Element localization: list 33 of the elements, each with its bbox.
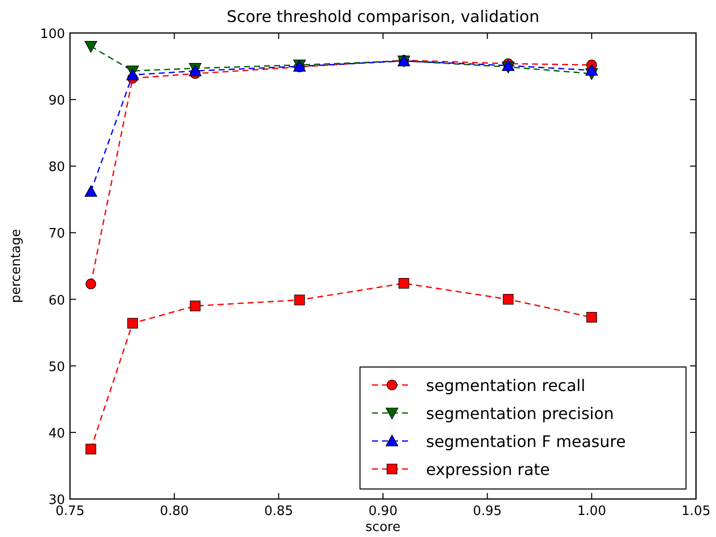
y-tick-label: 90	[48, 94, 65, 109]
x-tick-label: 0.90	[368, 504, 398, 519]
y-tick-label: 100	[40, 27, 65, 42]
x-tick-label: 0.80	[160, 504, 189, 519]
point	[294, 294, 305, 306]
legend-label: segmentation recall	[426, 376, 586, 395]
y-tick-label: 50	[48, 360, 65, 375]
point	[585, 64, 598, 76]
point	[190, 300, 200, 312]
y-tick-label: 60	[48, 293, 65, 308]
point	[398, 278, 410, 289]
legend-label: segmentation F measure	[426, 432, 626, 451]
legend-label: expression rate	[426, 460, 550, 479]
y-tick-label: 40	[48, 426, 65, 442]
point	[126, 68, 139, 80]
x-tick-label: 0.85	[264, 504, 294, 519]
x-tick-label: 1.00	[577, 504, 606, 519]
point	[86, 444, 96, 454]
x-tick-label: 1.05	[682, 504, 710, 519]
point	[86, 278, 96, 290]
point	[586, 312, 597, 323]
point	[127, 318, 138, 329]
point	[84, 185, 98, 197]
legend-label: segmentation precision	[426, 404, 614, 423]
point	[502, 294, 514, 305]
x-axis-title: score	[366, 520, 400, 535]
y-tick-label: 80	[48, 160, 65, 176]
y-tick-label: 70	[48, 226, 65, 242]
y-axis-title: percentage	[9, 228, 24, 304]
point	[84, 41, 98, 53]
chart-title: Score threshold comparison, validation	[226, 7, 540, 26]
x-tick-label: 0.75	[56, 504, 84, 519]
x-tick-label: 0.95	[472, 504, 502, 519]
